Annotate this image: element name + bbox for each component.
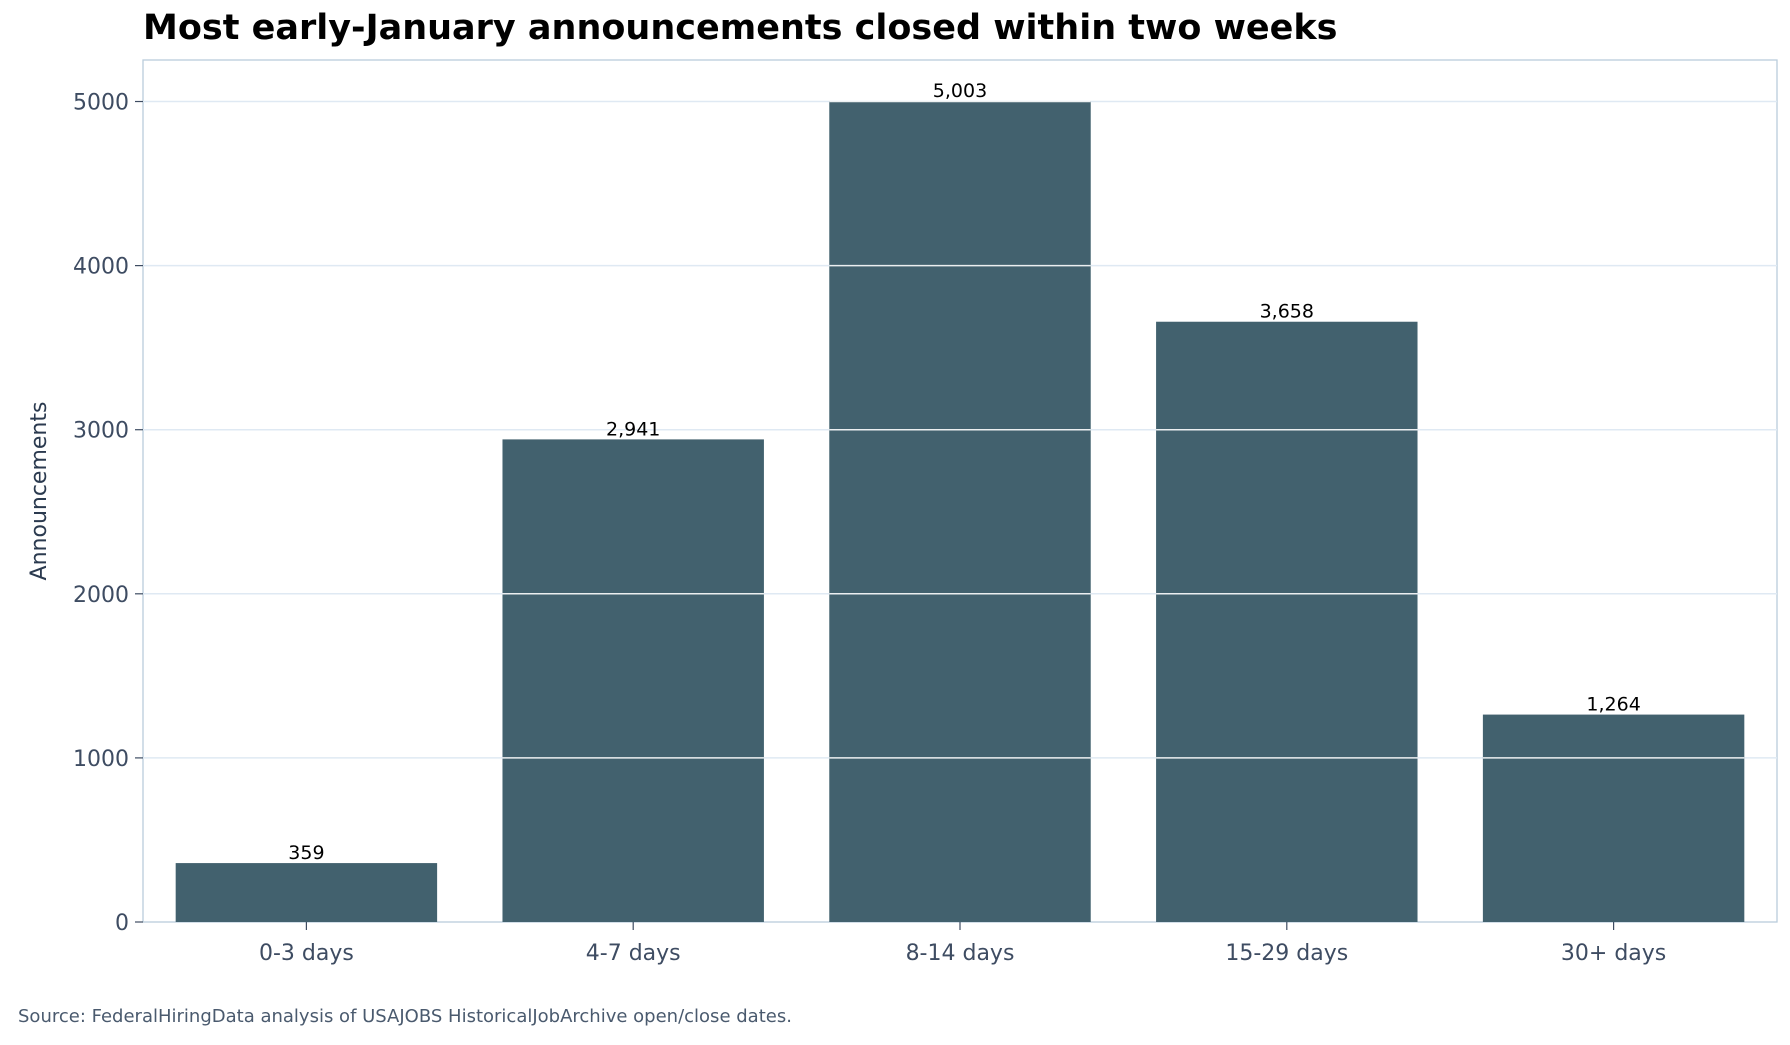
y-axis: 0 1000 2000 3000 4000 5000: [73, 91, 143, 936]
bar: [1156, 321, 1418, 922]
data-label: 2,941: [606, 418, 660, 440]
y-tick-label: 0: [115, 911, 129, 936]
y-tick-label: 2000: [73, 583, 129, 608]
x-tick-label: 30+ days: [1561, 941, 1666, 966]
y-tick-label: 5000: [73, 91, 129, 116]
bar: [175, 863, 438, 922]
bar: [502, 439, 764, 922]
data-labels: 359 2,941 5,003 3,658 1,264: [288, 80, 1641, 864]
y-tick-label: 3000: [73, 419, 129, 444]
y-tick-label: 1000: [73, 747, 129, 772]
y-tick-label: 4000: [73, 255, 129, 280]
x-axis: 0-3 days 4-7 days 8-14 days 15-29 days 30+ d…: [259, 922, 1666, 966]
bar: [1482, 714, 1745, 922]
x-tick-label: 4-7 days: [586, 941, 681, 966]
data-label: 3,658: [1260, 301, 1314, 323]
bar: [829, 101, 1091, 923]
y-axis-label: Announcements: [27, 402, 52, 581]
source-note: Source: FederalHiringData analysis of US…: [18, 1006, 792, 1027]
data-label: 5,003: [933, 80, 987, 102]
data-label: 359: [288, 842, 324, 864]
chart-title: Most early-January announcements closed …: [143, 8, 1338, 48]
x-tick-label: 0-3 days: [259, 941, 354, 966]
x-tick-label: 8-14 days: [906, 941, 1015, 966]
bars: [175, 101, 1745, 923]
x-tick-label: 15-29 days: [1225, 941, 1348, 966]
data-label: 1,264: [1586, 694, 1640, 716]
